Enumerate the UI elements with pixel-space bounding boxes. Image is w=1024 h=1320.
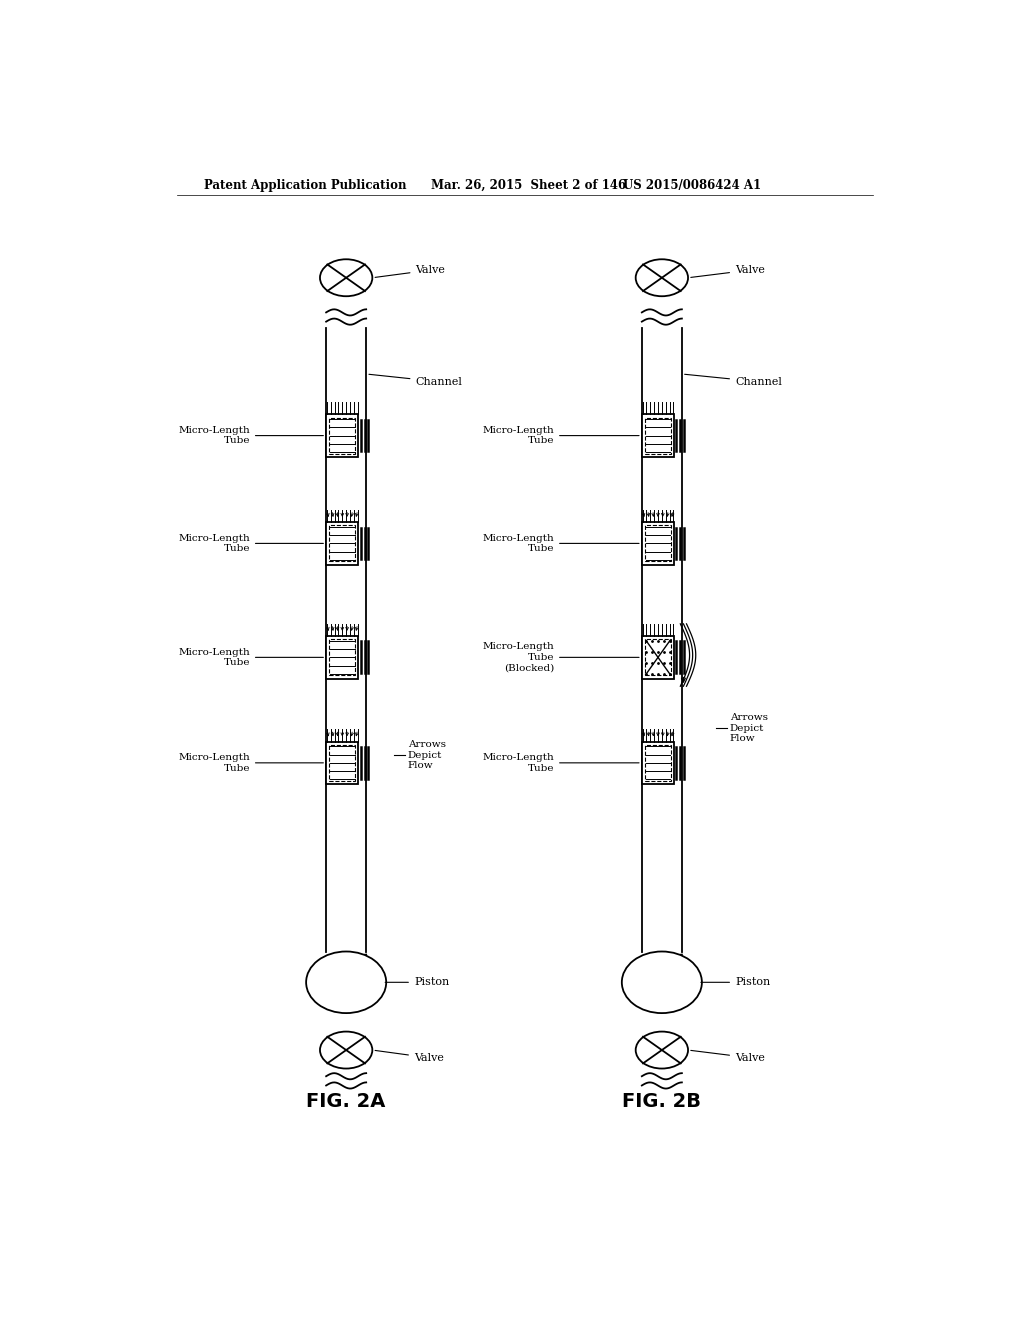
Bar	[645, 417, 671, 454]
Text: Channel: Channel	[369, 375, 462, 387]
Text: Valve: Valve	[691, 1051, 765, 1063]
Bar	[330, 639, 355, 676]
Text: Valve: Valve	[375, 265, 445, 277]
Bar	[330, 417, 355, 454]
Bar	[645, 639, 671, 676]
Text: Micro-Length
Tube: Micro-Length Tube	[178, 426, 324, 445]
Bar	[330, 744, 355, 781]
Text: Micro-Length
Tube
(Blocked): Micro-Length Tube (Blocked)	[482, 643, 639, 672]
Text: Micro-Length
Tube: Micro-Length Tube	[178, 754, 324, 772]
Bar	[645, 744, 671, 781]
Text: Mar. 26, 2015  Sheet 2 of 146: Mar. 26, 2015 Sheet 2 of 146	[431, 178, 626, 191]
Bar	[642, 742, 674, 784]
Text: US 2015/0086424 A1: US 2015/0086424 A1	[624, 178, 762, 191]
Text: Micro-Length
Tube: Micro-Length Tube	[482, 426, 639, 445]
Bar	[326, 523, 358, 565]
Text: Arrows
Depict
Flow: Arrows Depict Flow	[408, 741, 445, 770]
Ellipse shape	[622, 952, 701, 1014]
Bar	[642, 414, 674, 457]
Text: Piston: Piston	[385, 977, 450, 987]
Text: FIG. 2A: FIG. 2A	[306, 1092, 386, 1111]
Text: Micro-Length
Tube: Micro-Length Tube	[482, 754, 639, 772]
Ellipse shape	[636, 259, 688, 296]
Text: Micro-Length
Tube: Micro-Length Tube	[178, 648, 324, 667]
Text: Micro-Length
Tube: Micro-Length Tube	[482, 533, 639, 553]
Ellipse shape	[636, 1032, 688, 1069]
Text: Arrows
Depict
Flow: Arrows Depict Flow	[730, 713, 768, 743]
Bar	[642, 523, 674, 565]
Text: Micro-Length
Tube: Micro-Length Tube	[178, 533, 324, 553]
Bar	[326, 636, 358, 678]
Text: Valve: Valve	[375, 1051, 443, 1063]
Ellipse shape	[319, 259, 373, 296]
Bar	[642, 636, 674, 678]
Bar	[326, 414, 358, 457]
Text: Piston: Piston	[700, 977, 770, 987]
Bar	[645, 525, 671, 561]
Text: Patent Application Publication: Patent Application Publication	[204, 178, 407, 191]
Text: FIG. 2B: FIG. 2B	[623, 1092, 701, 1111]
Bar	[330, 525, 355, 561]
Bar	[326, 742, 358, 784]
Text: Valve: Valve	[691, 265, 765, 277]
Text: Channel: Channel	[685, 375, 782, 387]
Ellipse shape	[306, 952, 386, 1014]
Ellipse shape	[319, 1032, 373, 1069]
